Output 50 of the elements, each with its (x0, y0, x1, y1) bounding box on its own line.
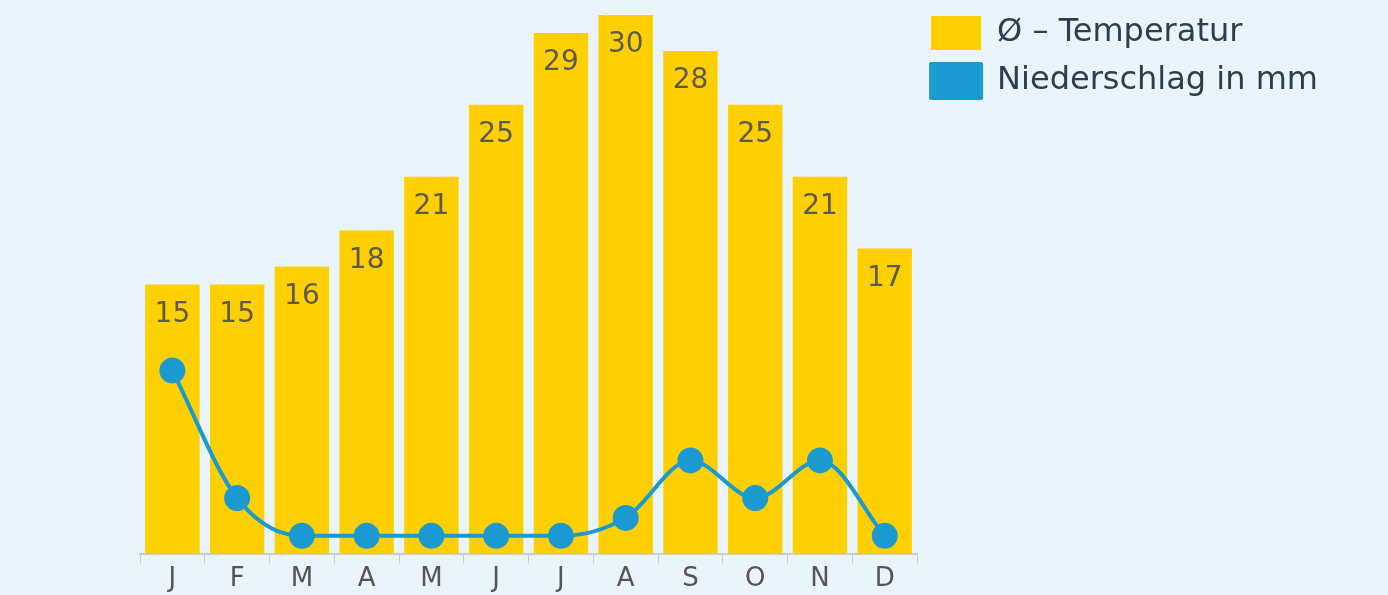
point (159, 357, 186, 384)
bar (404, 176, 459, 554)
x-tick-label: N (810, 562, 830, 593)
point (418, 522, 445, 549)
x-tick-label: M (290, 562, 314, 593)
bar (728, 104, 783, 554)
data-label: 16 (284, 277, 320, 311)
point (871, 522, 898, 549)
bar (468, 104, 524, 554)
data-label: 15 (219, 295, 255, 329)
data-label: 21 (413, 187, 450, 221)
bar (274, 266, 330, 554)
point (224, 485, 251, 512)
x-tick-label: J (555, 562, 565, 593)
x-tick-label: A (616, 562, 635, 593)
data-label: 25 (737, 116, 774, 150)
x-tick-label: D (874, 562, 895, 593)
bar (339, 230, 394, 554)
point (547, 522, 574, 549)
data-label: 29 (543, 44, 579, 78)
x-tick-label: A (357, 562, 376, 593)
bar (145, 284, 200, 554)
bar (598, 15, 653, 554)
x-tick-label: S (682, 562, 699, 593)
legend-label: Niederschlag in mm (997, 59, 1318, 98)
point (806, 447, 833, 474)
bar (533, 32, 589, 554)
point (612, 504, 639, 531)
x-tick-label: J (166, 562, 177, 593)
data-label: 18 (348, 241, 385, 275)
data-label: 17 (866, 259, 903, 293)
point (483, 522, 510, 549)
bar (792, 176, 848, 554)
data-label: 25 (478, 116, 514, 150)
x-tick-label: M (420, 562, 443, 593)
x-tick-label: F (229, 562, 245, 593)
data-label: 30 (607, 26, 644, 60)
bar (857, 248, 912, 554)
point (677, 447, 704, 474)
data-label: 15 (154, 295, 191, 329)
data-label: 21 (802, 187, 838, 221)
legend-label: Ø – Temperatur (997, 11, 1244, 50)
x-tick-label: J (490, 562, 501, 593)
bar (209, 284, 265, 554)
point (742, 485, 769, 512)
point (353, 522, 380, 549)
point (288, 522, 315, 549)
bar (663, 50, 718, 554)
data-label: 28 (672, 62, 709, 96)
x-tick-label: O (744, 562, 766, 593)
